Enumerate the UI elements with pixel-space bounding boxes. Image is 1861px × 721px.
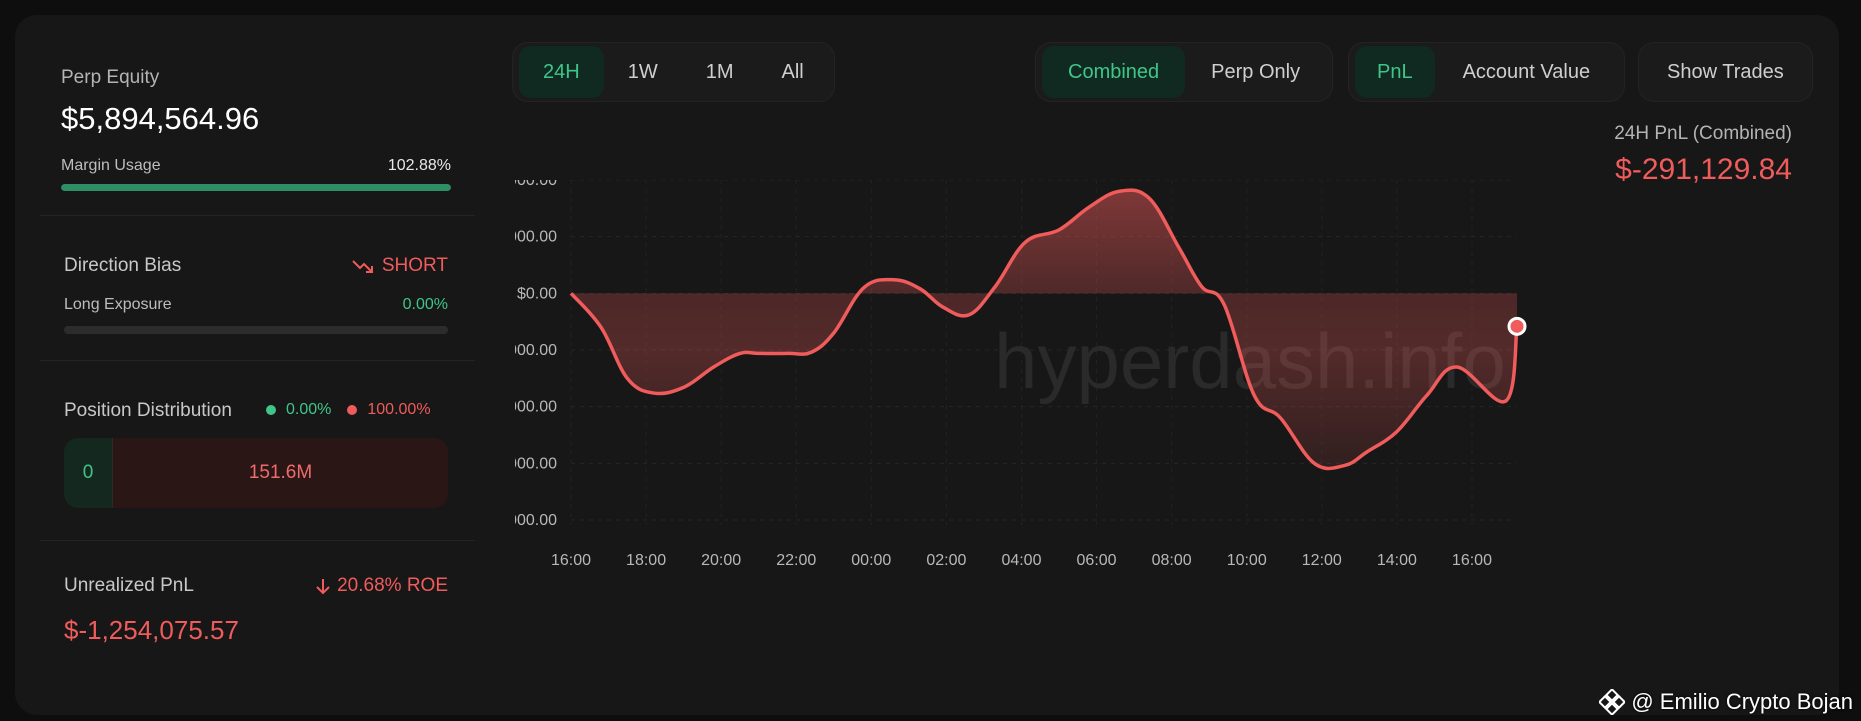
short-pct: 100.00% [367,401,431,418]
margin-usage-value: 102.88% [387,157,451,174]
position-distribution-legend: 0.00% 100.00% [266,401,431,419]
x-tick-label: 00:00 [851,552,891,569]
pnl-value: $-291,129.84 [1615,153,1792,186]
y-tick-label: $-500,000.00 [515,342,557,359]
tab-1w[interactable]: 1W [627,60,658,83]
binance-logo-icon [1599,689,1626,715]
short-dot-icon [347,405,358,415]
tab-perp-only[interactable]: Perp Only [1211,60,1301,83]
x-tick-label: 06:00 [1077,552,1117,569]
tab-all[interactable]: All [781,60,804,83]
y-tick-label: $500,000.00 [515,229,557,246]
unrealized-pnl-value: $-1,254,075.57 [64,615,239,645]
long-exposure-bar [64,326,448,334]
x-tick-label: 22:00 [776,552,816,569]
trending-down-icon [352,260,373,273]
margin-usage-bar [61,184,451,191]
roe-text: 20.68% ROE [337,575,448,596]
show-trades-group: Show Trades [1638,42,1813,102]
tab-pnl[interactable]: PnL [1355,46,1435,98]
roe-value: 20.68% ROE [315,575,448,597]
credit: @ Emilio Crypto Bojan [1599,689,1853,715]
direction-bias-label: Direction Bias [64,255,182,276]
perp-equity-label: Perp Equity [61,67,160,88]
pnl-chart[interactable]: hyperdash.info $1,000,000.00$500,000.00$… [515,180,1815,680]
divider [40,540,475,541]
x-tick-label: 10:00 [1227,552,1267,569]
long-exposure-value: 0.00% [402,296,448,313]
tab-combined[interactable]: Combined [1042,46,1186,98]
perp-equity-value: $5,894,564.96 [61,101,260,136]
metric-tabs: PnL Account Value [1348,42,1626,102]
direction-bias-value: SHORT [352,255,448,277]
divider [40,215,475,216]
unrealized-pnl-label: Unrealized PnL [64,575,194,596]
timeframe-tabs: 24H 1W 1M All [512,42,835,102]
x-tick-label: 02:00 [926,552,966,569]
tab-24h[interactable]: 24H [519,46,604,98]
pnl-title: 24H PnL (Combined) [1614,123,1792,144]
long-exposure-label: Long Exposure [64,296,172,313]
position-distribution-bar: 0 151.6M [64,438,448,508]
credit-text: @ Emilio Crypto Bojan [1631,689,1853,714]
x-tick-label: 14:00 [1377,552,1417,569]
show-trades-button[interactable]: Show Trades [1667,60,1784,83]
y-tick-label: $-1,000,000.00 [515,399,557,416]
pnl-line [569,188,1519,471]
arrow-down-icon [316,579,330,595]
tab-1m[interactable]: 1M [705,60,734,83]
pnl-card [15,15,1839,715]
direction-bias-text: SHORT [381,255,448,276]
x-tick-label: 12:00 [1302,552,1342,569]
x-tick-label: 16:00 [551,552,591,569]
position-distribution-label: Position Distribution [64,400,232,421]
long-amount: 0 [64,438,113,508]
short-amount: 151.6M [113,438,448,508]
y-tick-label: $-2,000,000.00 [515,512,557,529]
x-tick-label: 04:00 [1001,552,1041,569]
mode-tabs: Combined Perp Only [1035,42,1334,102]
y-tick-label: $-1,500,000.00 [515,455,557,472]
divider [40,360,475,361]
long-pct: 0.00% [286,401,332,418]
x-tick-label: 18:00 [626,552,666,569]
y-tick-label: $0.00 [517,285,557,302]
x-tick-label: 16:00 [1452,552,1492,569]
tab-account-value[interactable]: Account Value [1462,60,1591,83]
pnl-area [571,190,1517,469]
last-point-marker[interactable] [1507,316,1527,336]
margin-usage-fill [61,184,451,191]
y-tick-label: $1,000,000.00 [515,180,557,189]
margin-usage-label: Margin Usage [61,157,161,174]
x-tick-label: 20:00 [701,552,741,569]
x-tick-label: 08:00 [1152,552,1192,569]
long-dot-icon [266,405,276,415]
